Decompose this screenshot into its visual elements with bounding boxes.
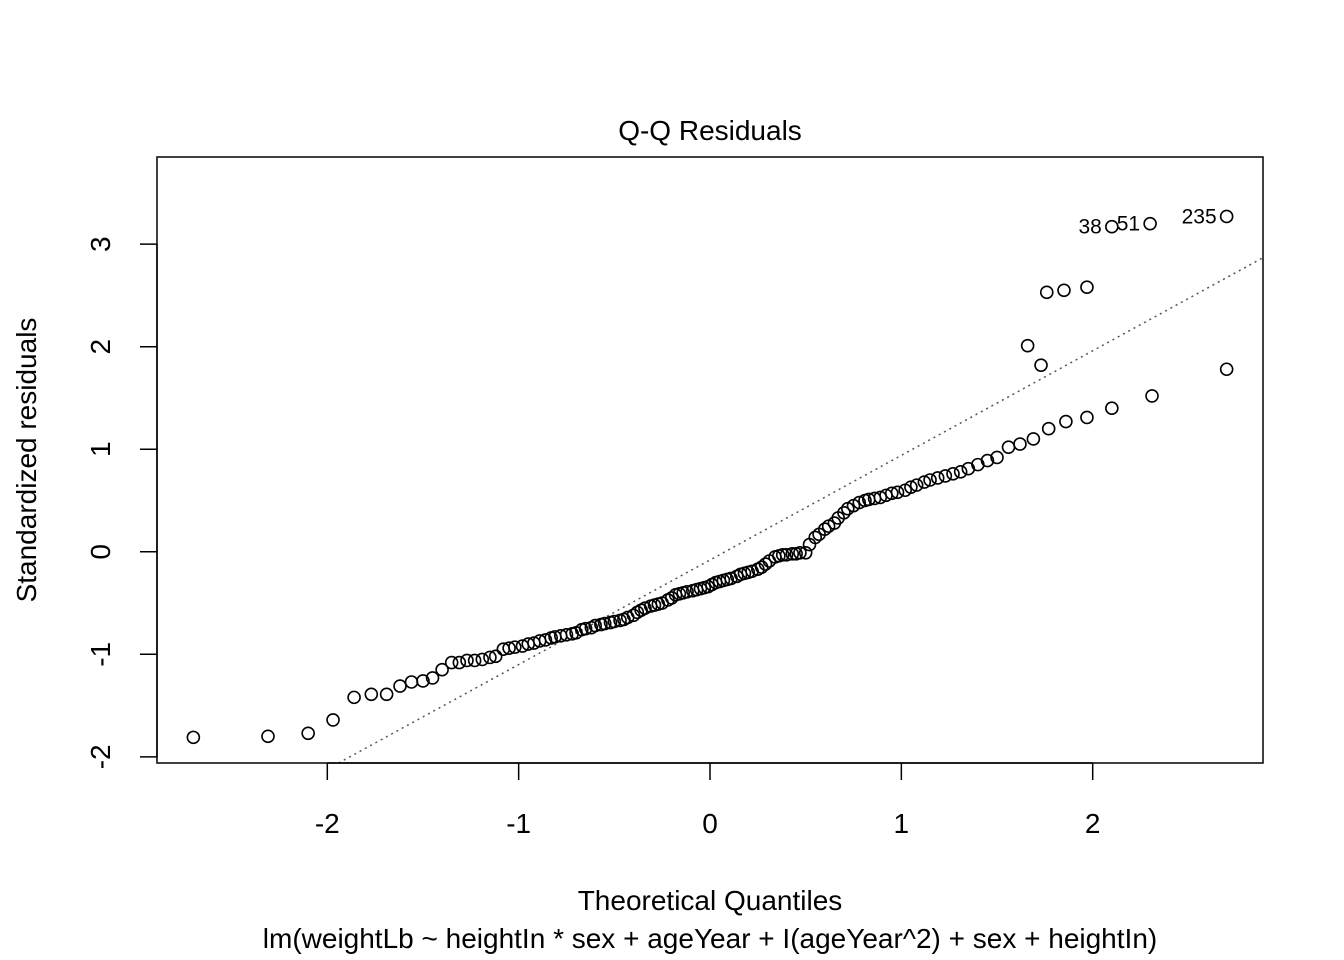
qq-point — [404, 675, 419, 689]
y-tick-label: -2 — [85, 744, 116, 769]
qq-point — [930, 471, 945, 485]
qq-point — [379, 687, 394, 702]
outlier-point-51 — [1143, 216, 1157, 231]
qq-point — [1057, 283, 1071, 298]
reference-line-group — [338, 257, 1264, 764]
x-tick-label: 0 — [702, 808, 718, 839]
qq-point — [483, 650, 497, 665]
qq-point — [785, 547, 800, 561]
qq-point — [425, 671, 440, 685]
qq-point — [1013, 437, 1027, 451]
qq-point — [904, 480, 918, 494]
qq-point — [890, 485, 905, 500]
x-axis-label: Theoretical Quantiles — [578, 885, 843, 916]
qq-point — [393, 679, 407, 693]
qq-point — [588, 618, 602, 633]
qq-point — [758, 557, 773, 571]
x-tick-label: -2 — [315, 808, 340, 839]
qq-point — [508, 640, 522, 654]
qq-point — [607, 614, 622, 629]
qq-point — [1001, 440, 1016, 454]
qq-point — [1059, 414, 1073, 429]
y-tick-label: -1 — [85, 642, 116, 667]
qq-point — [884, 486, 899, 501]
qq-point — [559, 628, 574, 642]
y-axis: -2 -1 0 1 2 3 — [85, 236, 158, 769]
qq-point — [793, 545, 807, 560]
qq-point — [837, 506, 851, 520]
qq-point — [1026, 432, 1041, 446]
qq-point — [664, 591, 679, 605]
qq-point — [435, 662, 449, 677]
y-tick-label: 3 — [85, 236, 116, 252]
qq-point — [1020, 338, 1035, 353]
qq-point — [416, 674, 430, 688]
outlier-label-38: 38 — [1078, 216, 1101, 239]
qq-point — [1219, 362, 1234, 377]
qq-point — [873, 490, 888, 505]
qq-point — [798, 545, 813, 560]
x-tick-label: 1 — [894, 808, 910, 839]
qq-point — [980, 453, 995, 468]
qq-point — [1039, 285, 1054, 300]
point-labels-group: 38 51 235 — [1078, 205, 1216, 238]
qq-point — [444, 655, 459, 670]
outlier-point-235 — [1219, 209, 1234, 224]
chart-title: Q-Q Residuals — [618, 115, 802, 146]
qq-point — [638, 601, 652, 615]
x-axis: -2 -1 0 1 2 — [315, 762, 1101, 839]
qq-point — [852, 495, 867, 510]
qq-point — [186, 730, 201, 745]
y-tick-label: 2 — [85, 339, 116, 355]
qq-reference-line — [338, 257, 1264, 764]
qq-point — [909, 478, 924, 492]
qq-point — [597, 616, 612, 631]
x-tick-label: 2 — [1085, 808, 1101, 839]
qq-point — [475, 652, 490, 667]
qq-point — [779, 548, 794, 562]
qq-point — [326, 713, 340, 727]
qq-point — [1105, 401, 1119, 416]
qq-point — [938, 469, 953, 483]
x-tick-label: -1 — [506, 808, 531, 839]
qq-point — [488, 649, 503, 664]
outlier-label-235: 235 — [1182, 205, 1217, 228]
qq-point — [1034, 358, 1048, 372]
qq-point — [923, 473, 937, 487]
qq-point — [538, 633, 553, 647]
plot-frame — [156, 156, 1264, 764]
qq-point — [775, 548, 790, 562]
y-axis-label: Standardized residuals — [11, 318, 42, 603]
qq-point — [578, 621, 593, 636]
qq-point — [1080, 410, 1094, 425]
outlier-point-38 — [1105, 219, 1119, 234]
qq-point — [990, 450, 1004, 465]
qq-point — [364, 687, 379, 702]
qq-point — [680, 584, 694, 599]
qq-point — [946, 467, 960, 481]
qq-point — [1145, 389, 1159, 403]
qq-point — [1080, 280, 1094, 295]
qq-point — [917, 475, 932, 489]
qq-point — [1041, 421, 1056, 436]
qq-point — [301, 726, 315, 741]
y-tick-label: 1 — [85, 441, 116, 457]
qq-point — [808, 530, 823, 545]
points-group — [186, 209, 1234, 745]
outlier-label-51: 51 — [1117, 213, 1140, 236]
model-formula-caption: lm(weightLb ~ heightIn * sex + ageYear +… — [263, 923, 1157, 954]
y-tick-label: 0 — [85, 544, 116, 560]
qq-point — [502, 641, 516, 655]
qq-point — [467, 653, 482, 668]
qq-point — [460, 653, 474, 668]
qq-point — [347, 690, 361, 705]
qq-point — [261, 729, 275, 744]
qq-point — [452, 655, 467, 670]
qq-point — [818, 522, 832, 537]
qq-point — [953, 464, 968, 479]
